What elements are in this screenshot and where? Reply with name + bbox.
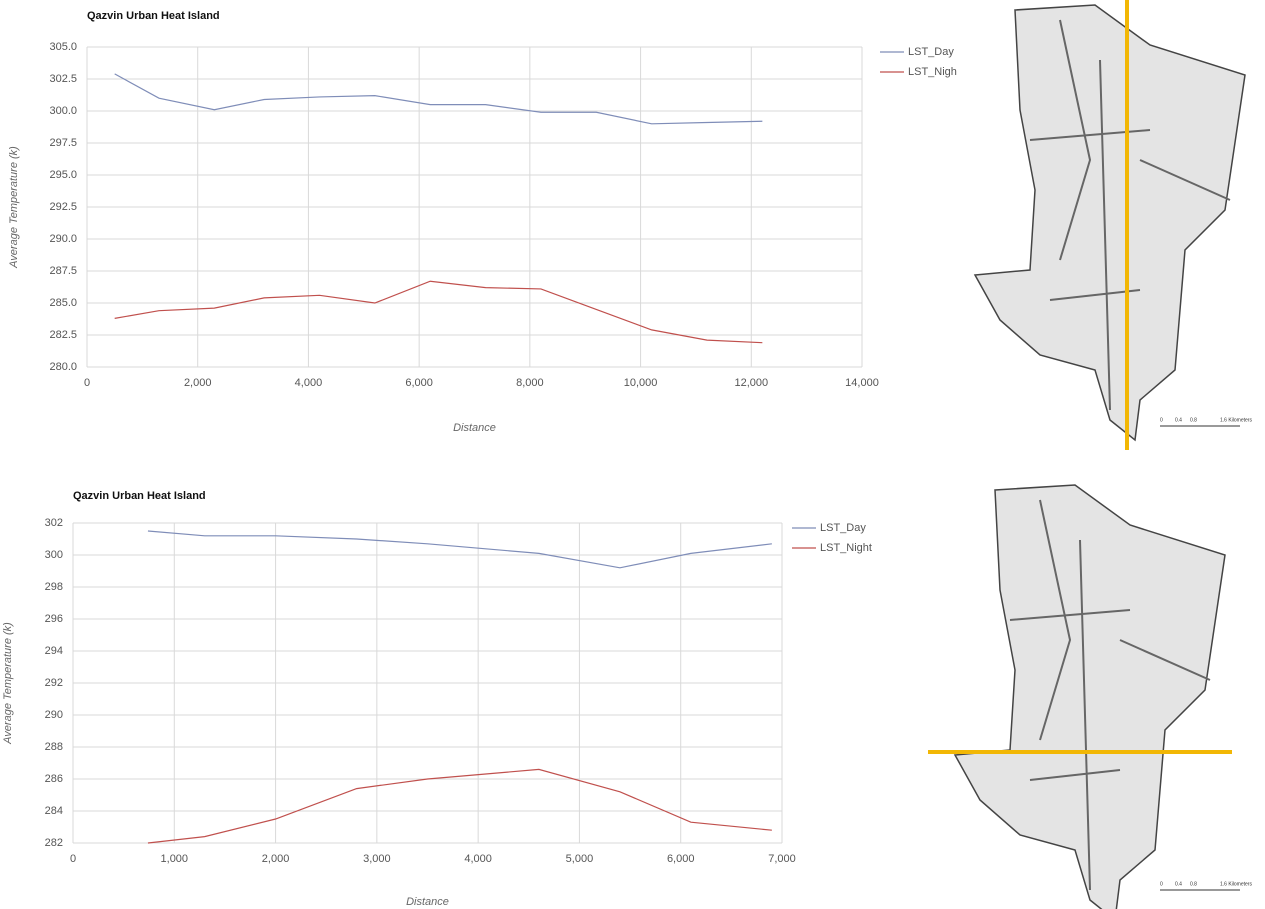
y-axis-label: Average Temperature (k) xyxy=(2,622,14,745)
x-tick-label: 3,000 xyxy=(363,853,391,865)
y-tick-label: 285.0 xyxy=(49,297,77,309)
chart-title: Qazvin Urban Heat Island xyxy=(73,490,206,502)
scale-bar: 0 0.4 0.8 1.6 Kilometers xyxy=(1160,417,1252,427)
scale-label: 1.6 Kilometers xyxy=(1220,881,1252,887)
legend-label: LST_Day xyxy=(908,46,954,58)
x-tick-label: 4,000 xyxy=(295,377,323,389)
y-tick-label: 288 xyxy=(45,741,63,753)
data-line xyxy=(147,530,772,569)
data-line xyxy=(147,768,772,844)
y-tick-label: 300.0 xyxy=(49,105,77,117)
y-tick-label: 298 xyxy=(45,581,63,593)
scale-label: 0 xyxy=(1160,881,1163,887)
y-axis-label: Average Temperature (k) xyxy=(8,146,20,269)
y-tick-label: 302.5 xyxy=(49,73,77,85)
x-tick-label: 10,000 xyxy=(624,377,658,389)
scale-label: 0.8 xyxy=(1190,881,1197,887)
scale-label: 0 xyxy=(1160,417,1163,423)
y-tick-label: 286 xyxy=(45,773,63,785)
x-tick-label: 14,000 xyxy=(845,377,879,389)
legend-label: LST_Day xyxy=(820,522,866,534)
x-tick-label: 1,000 xyxy=(161,853,189,865)
x-tick-label: 0 xyxy=(70,853,76,865)
y-tick-label: 282 xyxy=(45,837,63,849)
y-tick-label: 297.5 xyxy=(49,137,77,149)
x-tick-label: 12,000 xyxy=(734,377,768,389)
x-tick-label: 0 xyxy=(84,377,90,389)
scale-bar: 0 0.4 0.8 1.6 Kilometers xyxy=(1160,881,1252,891)
y-tick-label: 282.5 xyxy=(49,329,77,341)
scale-label: 0.4 xyxy=(1175,417,1182,423)
y-tick-label: 302 xyxy=(45,517,63,529)
x-tick-label: 8,000 xyxy=(516,377,544,389)
y-tick-label: 284 xyxy=(45,805,63,817)
scale-label: 1.6 Kilometers xyxy=(1220,417,1252,423)
map-bottom: 0 0.4 0.8 1.6 Kilometers xyxy=(928,484,1252,909)
chart-title: Qazvin Urban Heat Island xyxy=(87,10,220,22)
y-tick-label: 292 xyxy=(45,677,63,689)
legend-label: LST_Night xyxy=(820,542,872,554)
y-tick-label: 280.0 xyxy=(49,361,77,373)
x-axis-label: Distance xyxy=(406,896,449,908)
y-tick-label: 294 xyxy=(45,645,63,657)
y-tick-label: 290 xyxy=(45,709,63,721)
x-tick-label: 2,000 xyxy=(184,377,212,389)
y-tick-label: 287.5 xyxy=(49,265,77,277)
y-tick-label: 292.5 xyxy=(49,201,77,213)
y-tick-label: 290.0 xyxy=(49,233,77,245)
y-tick-label: 300 xyxy=(45,549,63,561)
x-tick-label: 7,000 xyxy=(768,853,796,865)
x-tick-label: 6,000 xyxy=(667,853,695,865)
data-line xyxy=(114,280,763,344)
scale-label: 0.4 xyxy=(1175,881,1182,887)
y-tick-label: 305.0 xyxy=(49,41,77,53)
x-axis-label: Distance xyxy=(453,422,496,434)
x-tick-label: 6,000 xyxy=(405,377,433,389)
legend-label: LST_Nigh xyxy=(908,66,957,78)
map-top: 0 0.4 0.8 1.6 Kilometers xyxy=(974,0,1252,450)
chart: Qazvin Urban Heat Island 280.0 282.5 285.0 2… xyxy=(8,10,957,434)
x-tick-label: 2,000 xyxy=(262,853,290,865)
y-tick-label: 296 xyxy=(45,613,63,625)
x-tick-label: 4,000 xyxy=(464,853,492,865)
scale-label: 0.8 xyxy=(1190,417,1197,423)
data-line xyxy=(114,73,763,125)
chart: Qazvin Urban Heat Island 282 284 286 288 290 2… xyxy=(2,490,872,908)
x-tick-label: 5,000 xyxy=(566,853,594,865)
y-tick-label: 295.0 xyxy=(49,169,77,181)
